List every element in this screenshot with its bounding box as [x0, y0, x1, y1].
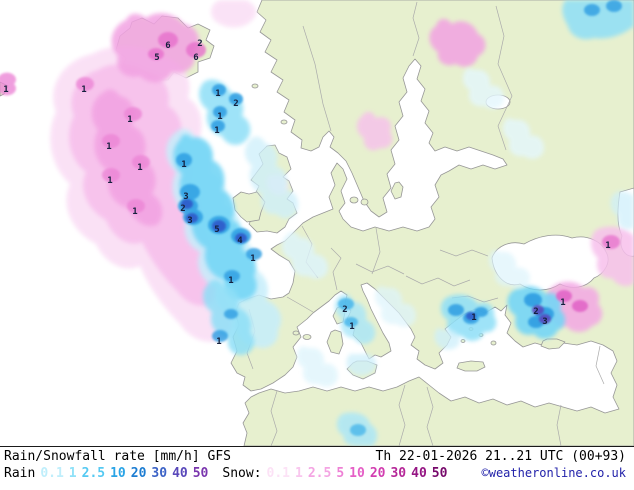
legend-value: 40: [411, 466, 427, 481]
legend-value: 30: [151, 466, 168, 481]
island-ireland: [232, 191, 266, 223]
turkey-rain-deepest: [532, 305, 551, 324]
border-germany-poland: [371, 227, 381, 275]
spain-rain-deep: [212, 248, 262, 342]
precip-legend: Rain 0.1 1 2.5 10 20 30 40 50 Snow: 0.1 1 2.5 5 10 2…: [4, 466, 452, 481]
border-tunisia-libya: [426, 386, 434, 446]
legend-value: 0.1: [40, 466, 64, 481]
blacksea-rain-light: [488, 250, 530, 289]
border-norway-sweden: [302, 25, 332, 132]
landmass-europe-africa: [230, 0, 634, 446]
rain-scale: 0.1 1 2.5 10 20 30 40 50: [40, 466, 213, 481]
border-morocco-algeria: [270, 390, 278, 446]
topcenter-snow: [211, 0, 257, 28]
southaegean-rain: [434, 328, 460, 350]
copyright-link[interactable]: ©weatheronline.co.uk: [481, 466, 627, 480]
island-balearics: [292, 330, 312, 340]
footer-row-title: Rain/Snowfall rate [mm/h] GFS Th 22-01-2…: [0, 447, 634, 464]
border-libya-egypt: [556, 404, 562, 446]
iceland-snow-deep: [148, 32, 206, 60]
snow-scale: 0.1 1 2.5 5 10 20 30 40 50: [267, 466, 453, 481]
balkan-rain-light: [374, 286, 416, 327]
footer-row-legend: Rain 0.1 1 2.5 10 20 30 40 50 Snow: 0.1 1 2.5 5 10 2…: [0, 464, 634, 481]
map-title: Rain/Snowfall rate [mm/h] GFS: [4, 449, 231, 464]
border-romania-ukraine: [439, 249, 489, 257]
eastturkey-snow-deep: [556, 290, 588, 312]
norwaycoast-rain-deep: [211, 84, 243, 132]
border-france-italy: [330, 247, 342, 291]
legend-value: 20: [130, 466, 147, 481]
border-sweden-finland: [412, 1, 420, 57]
topright-rain-deep: [584, 0, 622, 16]
topright-snow: [429, 18, 486, 67]
snow-legend-label: Snow:: [222, 466, 262, 481]
russia-rain-light-2: [502, 118, 544, 159]
rain-legend-label: Rain: [4, 466, 36, 481]
caspian-rain-light: [610, 191, 634, 230]
russia-rain-light-1: [462, 68, 504, 109]
atlantic-snow-deep: [91, 89, 163, 227]
legend-value: 2.5: [307, 466, 332, 481]
legend-value: 40: [172, 466, 188, 481]
legend-value: 1: [68, 466, 77, 481]
legend-value: 2.5: [81, 466, 106, 481]
island-crete: [456, 360, 486, 372]
border-central-europe: [355, 263, 405, 275]
iceland-snow: [111, 13, 199, 83]
front-rain-deepest: [181, 199, 247, 243]
legend-value: 50: [431, 466, 448, 481]
rightedge-snow: [590, 226, 634, 287]
island-gotland: [390, 181, 404, 200]
legend-value: 1: [295, 466, 303, 481]
uk-rain-light: [244, 136, 299, 219]
aegean-rain-deepest: [466, 312, 476, 320]
border-algeria-tunisia: [398, 384, 406, 446]
medbottom-rain-deep: [350, 424, 366, 436]
border-france-spain: [286, 296, 314, 313]
europe-map-svg: [0, 0, 634, 446]
border-finland-russia: [495, 5, 513, 151]
islands-denmark: [349, 196, 369, 206]
border-balkans: [405, 275, 471, 287]
island-sardinia: [326, 329, 344, 355]
legend-value: 50: [192, 466, 209, 481]
scandinavia-snow: [356, 111, 393, 151]
precipitation-overlay-group: [0, 0, 634, 446]
forecast-datetime: Th 22-01-2026 21..21 UTC (00+93): [375, 449, 626, 464]
legend-value: 30: [390, 466, 407, 481]
legend-value: 20: [369, 466, 386, 481]
footer-bar: Rain/Snowfall rate [mm/h] GFS Th 22-01-2…: [0, 446, 634, 489]
legend-value: 0.1: [266, 466, 291, 481]
france-rain-light: [281, 231, 328, 279]
atlantic-snow-spots: [0, 72, 150, 213]
country-borders-group: [246, 1, 605, 446]
med-rain-light: [296, 346, 338, 387]
italy-rain-deep: [338, 298, 358, 327]
rightedge-snow-deep: [602, 235, 620, 249]
border-turkey-syria: [595, 345, 605, 385]
legend-value: 10: [110, 466, 126, 481]
legend-value: 10: [349, 466, 365, 481]
sicily-rain-light: [346, 353, 377, 376]
island-cyprus: [540, 338, 566, 350]
islands-north-atlantic: [251, 83, 288, 125]
legend-value: 5: [336, 466, 345, 481]
